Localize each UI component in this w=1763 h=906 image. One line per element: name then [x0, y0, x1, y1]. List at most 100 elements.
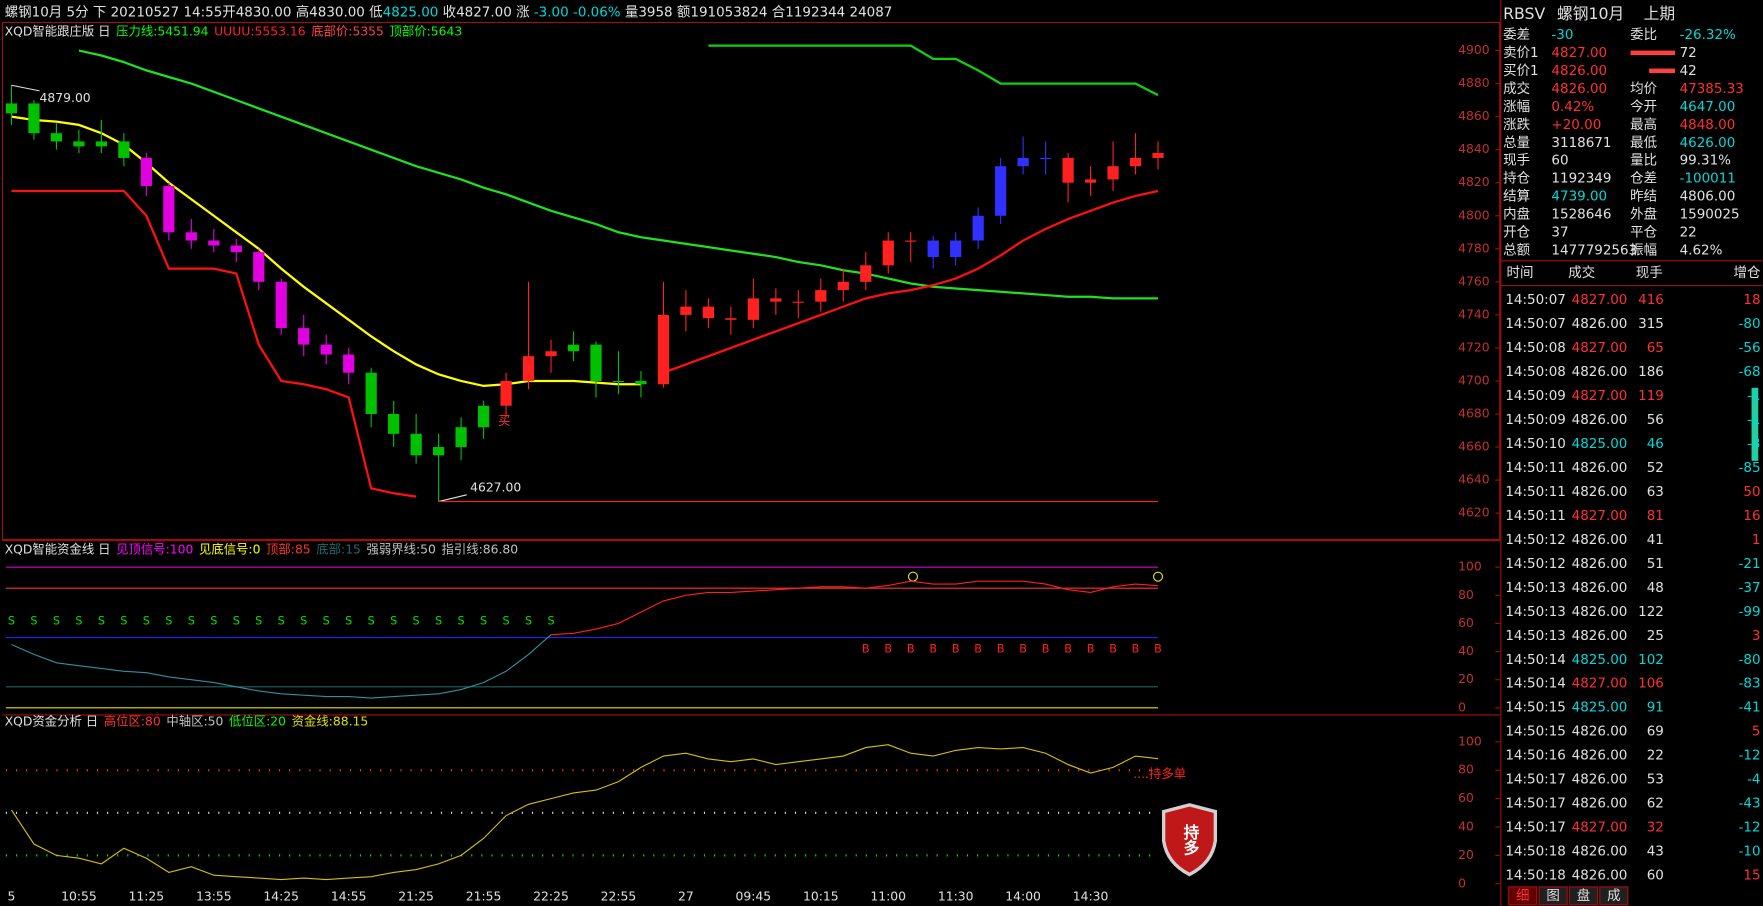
trade-price: 4826.00: [1572, 484, 1628, 500]
candle-body: [208, 240, 220, 246]
candle-body: [1129, 157, 1142, 167]
y-tick-label: 60: [1458, 791, 1474, 805]
min-label: 4627.00: [470, 481, 521, 495]
candle-body: [680, 306, 692, 315]
trade-time: 14:50:15: [1505, 700, 1566, 716]
candle-body: [432, 447, 445, 456]
signal-b: B: [1154, 643, 1162, 656]
quote-label: 开仓: [1503, 225, 1530, 241]
trade-price: 4827.00: [1572, 508, 1628, 524]
y-tick-label: 0: [1458, 700, 1466, 714]
candle-body: [792, 301, 804, 303]
y-tick-label: 4860: [1458, 109, 1490, 123]
tab-label[interactable]: 细: [1516, 888, 1529, 904]
candle-body: [320, 344, 332, 355]
trade-time: 14:50:09: [1505, 388, 1566, 404]
trades-header: 成交: [1568, 264, 1595, 281]
tab[interactable]: [1538, 886, 1568, 906]
panel-title: XQD资金分析 日: [5, 713, 98, 728]
y-tick-label: 4620: [1458, 506, 1490, 520]
signal-b: B: [884, 643, 892, 656]
signal-s: S: [278, 615, 285, 628]
legend-item: 见底信号:0: [199, 541, 261, 556]
x-tick-label: 21:25: [398, 890, 434, 904]
candle-body: [230, 245, 242, 253]
indicator-line: [78, 49, 1159, 300]
quote-value: 1590025: [1680, 207, 1740, 223]
tab-label[interactable]: 成: [1607, 888, 1620, 904]
legend: XQD智能资金线 日见顶信号:100 见底信号:0 顶部:85 底部:15 强弱界线:5…: [5, 541, 519, 556]
trade-volume: 51: [1647, 556, 1664, 572]
tab-label[interactable]: 图: [1546, 888, 1559, 904]
trade-price: 4826.00: [1572, 316, 1628, 332]
quote-label: 持仓: [1503, 171, 1530, 187]
signal-b: B: [907, 643, 915, 656]
y-tick-label: 80: [1458, 588, 1474, 602]
signal-s: S: [210, 615, 217, 628]
signal-s: S: [300, 615, 307, 628]
quote-value: 3118671: [1551, 135, 1611, 151]
candle-body: [950, 240, 962, 258]
candle-body: [725, 318, 737, 320]
trade-volume: 119: [1638, 388, 1664, 404]
quote-title: RBSV: [1503, 4, 1545, 23]
trade-time: 14:50:13: [1505, 580, 1566, 596]
trade-time: 14:50:14: [1505, 676, 1566, 692]
signal-s: S: [547, 615, 554, 628]
quote-label: 昨结: [1630, 189, 1657, 205]
candle-body: [50, 133, 63, 142]
candle-body: [860, 265, 872, 282]
trade-price: 4826.00: [1572, 412, 1628, 428]
signal-s: S: [323, 615, 330, 628]
signal-s: S: [165, 615, 172, 628]
trade-time: 14:50:14: [1505, 652, 1566, 668]
x-tick-label: 14:00: [1005, 890, 1041, 904]
quantity-bar: [1649, 68, 1676, 74]
trade-volume: 65: [1647, 340, 1664, 356]
tab[interactable]: [1568, 886, 1599, 906]
trade-volume: 62: [1647, 796, 1664, 812]
candle-body: [253, 252, 265, 282]
quote-label: 量比: [1630, 153, 1657, 169]
scrollbar[interactable]: [1751, 387, 1759, 461]
tab-label[interactable]: 盘: [1577, 887, 1590, 904]
trade-time: 14:50:11: [1505, 484, 1566, 500]
candle-body: [1062, 157, 1074, 183]
x-tick-label: 10:15: [803, 890, 839, 904]
trade-price: 4826.00: [1572, 580, 1628, 596]
y-tick-label: 4900: [1458, 43, 1490, 57]
quote-label: 结算: [1503, 189, 1530, 205]
trade-price: 4827.00: [1572, 340, 1628, 356]
trade-time: 14:50:18: [1505, 868, 1566, 884]
indicator-line: [708, 44, 1159, 97]
quote-value: 37: [1551, 225, 1568, 241]
legend-item: 高位区:80: [104, 713, 161, 728]
tab[interactable]: [1599, 886, 1629, 906]
trade-price: 4826.00: [1572, 748, 1628, 764]
signal-b: B: [1042, 643, 1050, 656]
trade-change: 3: [1752, 628, 1761, 644]
candle-body: [477, 405, 490, 428]
candle-body: [612, 380, 625, 383]
quote-label: 最高: [1630, 116, 1657, 133]
quote-value: 4739.00: [1551, 189, 1607, 205]
candle-body: [905, 240, 917, 242]
signal-s: S: [345, 615, 352, 628]
y-tick-label: 4800: [1458, 208, 1490, 222]
quote-value: 1528646: [1551, 207, 1611, 223]
candle-body: [995, 166, 1007, 216]
signal-s: S: [502, 615, 509, 628]
signal-s: S: [255, 615, 262, 628]
quote-value: -100011: [1680, 171, 1736, 187]
trade-volume: 46: [1647, 436, 1664, 452]
y-tick-label: 4880: [1458, 76, 1490, 90]
quote-label: 总额: [1503, 243, 1530, 259]
quote-value: 22: [1680, 225, 1697, 241]
legend: XQD智能跟庄版 日压力线:5451.94 UUUU:5553.16 底部价:535…: [5, 23, 463, 38]
tab[interactable]: [1508, 886, 1538, 906]
x-tick-label: 14:30: [1073, 890, 1109, 904]
candle-body: [410, 433, 422, 456]
signal-circle: [1152, 571, 1164, 582]
quote-title: 螺钢10月: [1557, 4, 1624, 23]
trade-volume: 81: [1647, 508, 1664, 524]
